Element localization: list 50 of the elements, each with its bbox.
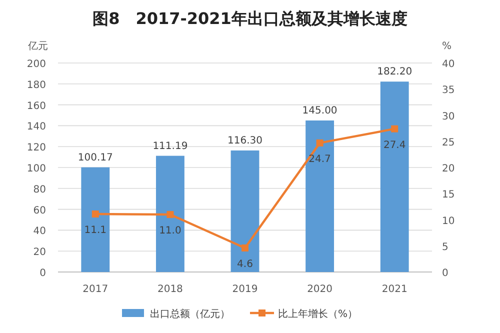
y-tick-label: 140 [26, 122, 46, 133]
x-tick-label: 2020 [307, 284, 333, 295]
y2-tick-label: 35 [442, 85, 455, 96]
y2-tick-label: 30 [442, 111, 455, 122]
point [92, 210, 99, 218]
y2-tick-label: 0 [442, 268, 448, 279]
point [316, 139, 324, 146]
y-tick-label: 100 [26, 164, 46, 174]
y2-tick-label: 20 [442, 164, 455, 174]
y2-tick-label: 40 [442, 59, 455, 70]
data-label: 182.20 [377, 66, 412, 78]
y-tick-label: 180 [26, 80, 46, 91]
point [166, 211, 174, 218]
data-label: 11.1 [84, 225, 107, 236]
bar [230, 150, 260, 272]
y2-axis-title: % [442, 41, 452, 52]
x-tick-label: 2017 [82, 284, 108, 295]
x-tick-label: 2018 [157, 284, 183, 295]
y2-tick-label: 15 [442, 190, 455, 201]
point [242, 244, 248, 252]
legend-label: 比上年增长（%） [278, 308, 358, 320]
y2-tick-label: 10 [442, 216, 455, 227]
x-tick-label: 2021 [382, 284, 408, 295]
y-tick-label: 0 [40, 268, 46, 279]
data-label: 111.19 [152, 140, 188, 152]
data-label: 24.7 [308, 154, 331, 165]
legend-label: 出口总额（亿元） [150, 308, 230, 320]
y-tick-label: 80 [33, 184, 46, 196]
y-tick-label: 60 [33, 205, 46, 216]
y2-tick-label: 25 [442, 137, 455, 148]
data-label: 11.0 [159, 226, 182, 237]
y2-tick-label: 5 [442, 242, 448, 253]
data-label: 145.00 [302, 105, 338, 116]
bar [81, 167, 110, 272]
y-tick-label: 200 [26, 59, 46, 70]
bar [306, 120, 334, 272]
y-tick-label: 120 [26, 142, 46, 154]
bar [380, 82, 409, 272]
point [391, 125, 398, 132]
y-tick-label: 160 [26, 100, 46, 112]
data-label: 27.4 [383, 140, 406, 151]
bar [156, 156, 184, 272]
data-label: 4.6 [237, 258, 253, 270]
y-tick-label: 20 [33, 247, 46, 258]
data-label: 116.30 [228, 135, 262, 146]
y-axis-title: 亿元 [27, 41, 48, 52]
y-tick-label: 40 [33, 226, 46, 238]
chart-title: 图8 2017-2021年出口总额及其增长速度 [92, 9, 408, 28]
x-tick-label: 2019 [232, 284, 258, 295]
data-label: 100.17 [78, 152, 113, 164]
